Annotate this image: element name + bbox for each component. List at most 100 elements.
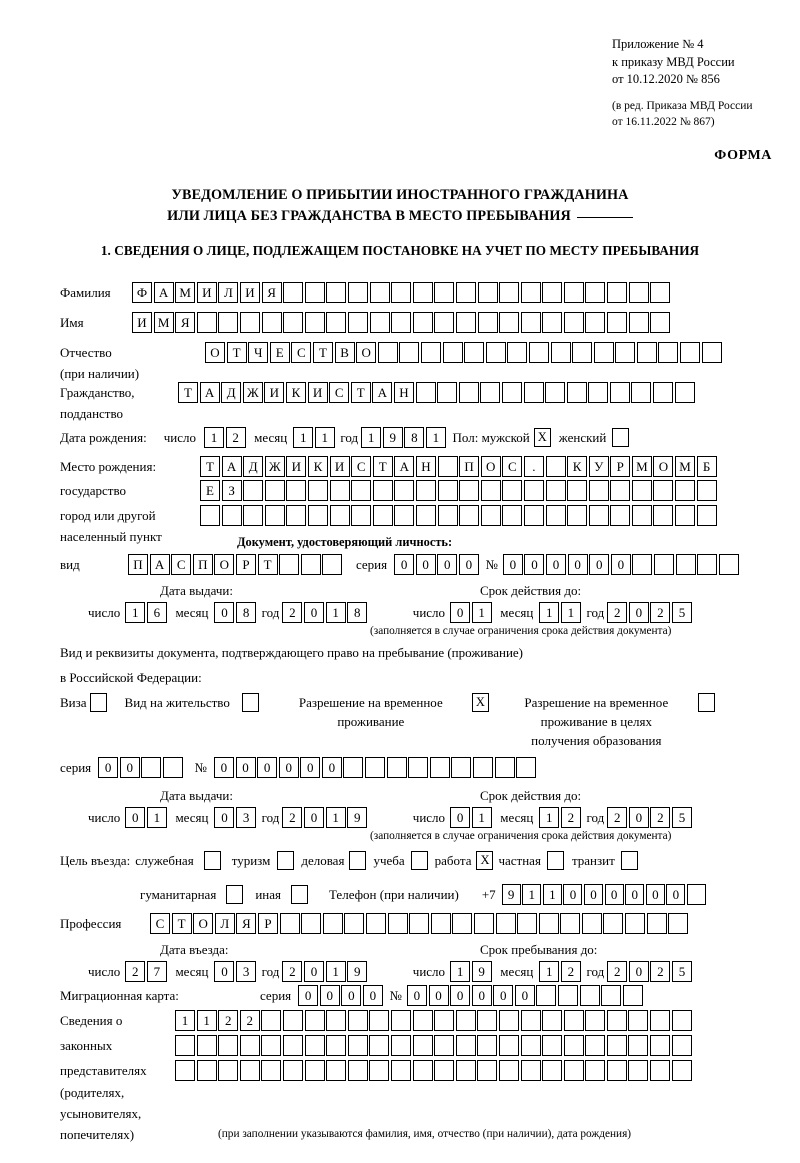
iddoc-valid-year-cell[interactable]: 5: [672, 602, 692, 623]
reps-2-cell[interactable]: [628, 1035, 649, 1056]
citizenship-cell[interactable]: [653, 382, 674, 403]
purpose-study-checkbox[interactable]: [410, 851, 428, 870]
name-cell[interactable]: [196, 312, 217, 333]
permit-number-cell[interactable]: [451, 757, 472, 778]
iddoc-number-cell[interactable]: [675, 554, 696, 575]
phone-cell[interactable]: 0: [666, 884, 686, 905]
citizenship-cell[interactable]: Д: [221, 382, 242, 403]
purpose-official-checkbox[interactable]: [203, 851, 221, 870]
surname-cell[interactable]: [542, 282, 563, 303]
birthplace-2-cell[interactable]: [502, 480, 523, 501]
reps-2-cell[interactable]: [650, 1035, 671, 1056]
birthplace-2-cell[interactable]: [653, 480, 674, 501]
reps-3-cell[interactable]: [304, 1060, 325, 1081]
iddoc-valid-month-cell[interactable]: 1: [560, 602, 581, 623]
profession-cell[interactable]: [452, 913, 473, 934]
migration-number-cell[interactable]: [579, 985, 600, 1006]
birthplace-1-cell[interactable]: О: [653, 456, 674, 477]
permit-series-cell[interactable]: 0: [119, 757, 140, 778]
birthplace-3-cell[interactable]: [480, 505, 501, 526]
reps-2-cell[interactable]: [304, 1035, 325, 1056]
reps-1-cell[interactable]: [585, 1010, 606, 1031]
stay-year-cell[interactable]: 5: [672, 961, 692, 982]
citizenship-cell[interactable]: Н: [393, 382, 414, 403]
entry-year-cell[interactable]: 1: [325, 961, 346, 982]
profession-cell[interactable]: [301, 913, 322, 934]
reps-2-cell[interactable]: [282, 1035, 303, 1056]
purpose-tourism-checkbox[interactable]: [277, 851, 295, 870]
birthplace-1-cell[interactable]: П: [459, 456, 480, 477]
permit-series-cell[interactable]: 0: [98, 757, 119, 778]
permit-number-cell[interactable]: [408, 757, 429, 778]
profession-cell[interactable]: [365, 913, 386, 934]
surname-cell[interactable]: [347, 282, 368, 303]
reps-3-cell[interactable]: [347, 1060, 368, 1081]
profession-cell[interactable]: [473, 913, 494, 934]
citizenship-cell[interactable]: [588, 382, 609, 403]
birth-year-cell[interactable]: 1: [425, 427, 446, 448]
birthplace-3-cell[interactable]: [243, 505, 264, 526]
visa-checkbox[interactable]: [89, 693, 107, 712]
birthplace-1-cell[interactable]: У: [588, 456, 609, 477]
profession-cell[interactable]: [538, 913, 559, 934]
phone-cell[interactable]: 0: [645, 884, 665, 905]
birthplace-2-cell[interactable]: [567, 480, 588, 501]
reps-1-cell[interactable]: [563, 1010, 584, 1031]
reps-1-cell[interactable]: [412, 1010, 433, 1031]
patronymic-cell[interactable]: [593, 342, 614, 363]
birth-year-cell[interactable]: 9: [382, 427, 403, 448]
iddoc-type-cell[interactable]: [322, 554, 343, 575]
stay-year-cell[interactable]: 2: [650, 961, 671, 982]
surname-cell[interactable]: [391, 282, 412, 303]
surname-cell[interactable]: [434, 282, 455, 303]
migration-number-cell[interactable]: 0: [428, 985, 449, 1006]
citizenship-cell[interactable]: Ж: [242, 382, 263, 403]
birthplace-3-cell[interactable]: [437, 505, 458, 526]
surname-cell[interactable]: [520, 282, 541, 303]
iddoc-valid-day-cell[interactable]: 1: [471, 602, 492, 623]
entry-day-cell[interactable]: 2: [125, 961, 146, 982]
stay-month-cell[interactable]: 1: [539, 961, 560, 982]
birthplace-3-cell[interactable]: [459, 505, 480, 526]
birthplace-2-cell[interactable]: [372, 480, 393, 501]
purpose-business-checkbox[interactable]: [349, 851, 367, 870]
birthplace-1-cell[interactable]: И: [286, 456, 307, 477]
iddoc-type-cell[interactable]: С: [171, 554, 192, 575]
stay-year-cell[interactable]: 2: [607, 961, 628, 982]
iddoc-number-cell[interactable]: 0: [502, 554, 523, 575]
permit-number-cell[interactable]: 0: [278, 757, 299, 778]
patronymic-cell[interactable]: [658, 342, 679, 363]
permit-valid-month-cell[interactable]: 2: [560, 807, 581, 828]
profession-cell[interactable]: [603, 913, 624, 934]
residence-permit-checkbox[interactable]: [241, 693, 259, 712]
patronymic-cell[interactable]: [550, 342, 571, 363]
citizenship-cell[interactable]: И: [264, 382, 285, 403]
reps-3-cell[interactable]: [196, 1060, 217, 1081]
birthplace-2-cell[interactable]: [264, 480, 285, 501]
reps-3-cell[interactable]: [455, 1060, 476, 1081]
profession-cell[interactable]: [495, 913, 516, 934]
birthplace-2-cell[interactable]: [523, 480, 544, 501]
reps-1-cell[interactable]: [455, 1010, 476, 1031]
patronymic-cell[interactable]: [615, 342, 636, 363]
birthplace-3-cell[interactable]: [307, 505, 328, 526]
birthplace-3-cell[interactable]: [372, 505, 393, 526]
reps-3-cell[interactable]: [650, 1060, 671, 1081]
patronymic-cell[interactable]: [507, 342, 528, 363]
reps-3-cell[interactable]: [390, 1060, 411, 1081]
patronymic-cell[interactable]: [572, 342, 593, 363]
reps-1-cell[interactable]: [477, 1010, 498, 1031]
birthplace-3-cell[interactable]: [415, 505, 436, 526]
birthplace-2-cell[interactable]: [480, 480, 501, 501]
